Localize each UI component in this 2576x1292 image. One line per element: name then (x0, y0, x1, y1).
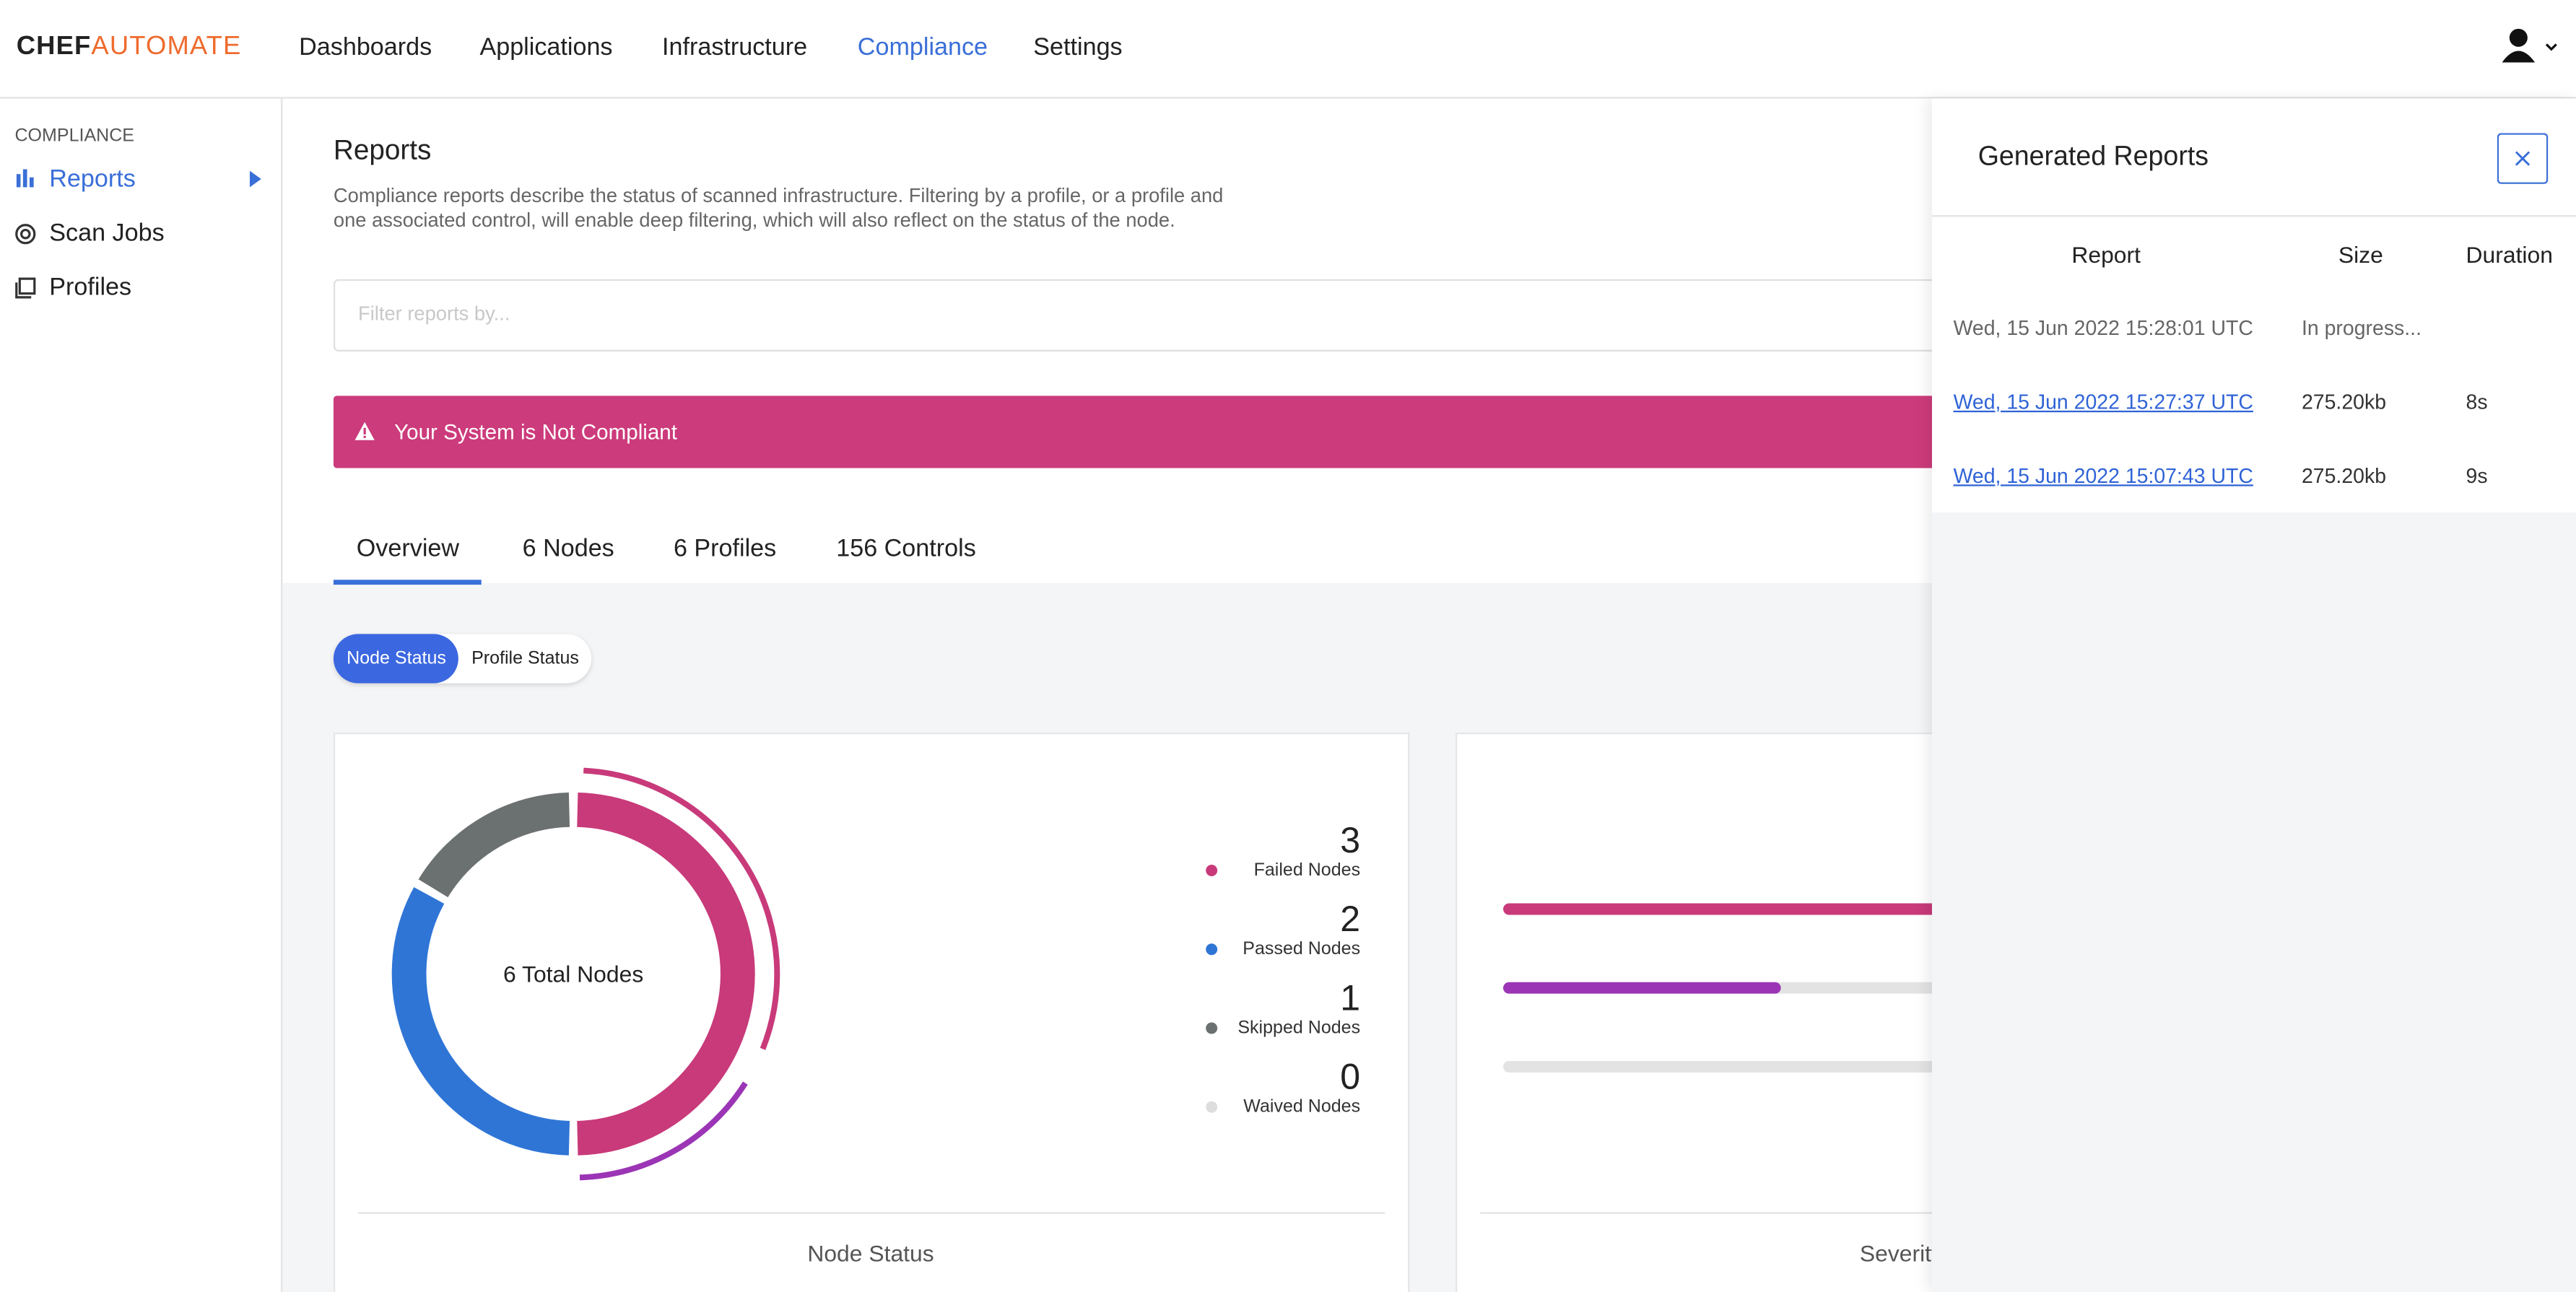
tab[interactable]: 6 Profiles (673, 534, 777, 563)
nav-item[interactable]: Dashboards (299, 33, 432, 62)
legend-label: Passed Nodes (1243, 939, 1361, 959)
alert-text: Your System is Not Compliant (394, 419, 677, 445)
page-description: Compliance reports describe the status o… (333, 183, 1224, 231)
tab[interactable]: 156 Controls (836, 534, 976, 563)
legend-value: 3 (1340, 819, 1361, 861)
toggle-option[interactable]: Profile Status (471, 648, 579, 669)
report-size: 275.20kb (2301, 390, 2387, 414)
legend-dot (1206, 1101, 1218, 1113)
brand-b: AUTOMATE (91, 32, 242, 61)
severity-bar (1503, 982, 1781, 994)
legend-dot (1206, 943, 1218, 956)
legend-value: 2 (1340, 898, 1361, 940)
icon (354, 422, 375, 440)
sidebar (0, 98, 283, 1292)
top-nav (0, 0, 2576, 99)
outer-arc (583, 767, 780, 1050)
report-date: Wed, 15 Jun 2022 15:28:01 UTC (1953, 317, 2253, 341)
filter-input[interactable] (333, 279, 2144, 352)
sidebar-item[interactable]: Scan Jobs (49, 219, 165, 248)
column-header: Duration (2466, 241, 2553, 268)
legend-label: Skipped Nodes (1237, 1018, 1361, 1039)
outer-arc (777, 769, 826, 976)
alert-banner (333, 396, 2141, 468)
tab[interactable]: 6 Nodes (522, 534, 614, 563)
card-footer: Node Status (807, 1240, 934, 1267)
sidebar-item[interactable]: Profiles (49, 273, 132, 302)
donut-segment (577, 793, 755, 1156)
legend-value: 1 (1340, 977, 1361, 1018)
brand-a: CHEF (16, 32, 92, 61)
brand[interactable]: CHEFAUTOMATE (17, 33, 242, 63)
toggle-active (333, 634, 458, 684)
divider (358, 1212, 1385, 1214)
toggle-option[interactable]: Node Status (347, 648, 446, 669)
legend-label: Waived Nodes (1243, 1097, 1361, 1117)
page-title: Reports (333, 134, 432, 166)
outer-arc (579, 1081, 748, 1181)
report-duration: 8s (2466, 390, 2488, 414)
report-duration: 9s (2466, 464, 2488, 488)
sidebar-item[interactable]: Reports (49, 165, 136, 193)
divider (1931, 215, 2576, 217)
icon (15, 224, 36, 245)
tab-underline (333, 580, 482, 585)
legend-value: 0 (1340, 1056, 1361, 1098)
column-header: Size (2338, 241, 2383, 268)
panel-body (1931, 98, 2576, 512)
legend-label: Failed Nodes (1253, 860, 1361, 881)
report-size: 275.20kb (2301, 464, 2387, 488)
column-header: Report (2071, 241, 2141, 268)
close-button[interactable] (2497, 133, 2549, 184)
nav-item[interactable]: Compliance (857, 33, 988, 62)
panel-title: Generated Reports (1977, 141, 2209, 172)
icon (16, 169, 34, 188)
user-menu[interactable] (2497, 26, 2567, 69)
filter-placeholder: Filter reports by... (358, 302, 510, 326)
legend-dot (1206, 865, 1218, 876)
card-footer: Severity (1859, 1240, 1943, 1267)
donut-center-label: 6 Total Nodes (503, 961, 644, 987)
nav-item[interactable]: Infrastructure (662, 33, 808, 62)
donut-segment (391, 887, 570, 1156)
report-size: In progress... (2301, 317, 2421, 341)
tab[interactable]: Overview (356, 534, 460, 563)
sidebar-heading: COMPLIANCE (14, 126, 135, 147)
icon (15, 277, 36, 299)
nav-item[interactable]: Settings (1033, 33, 1123, 62)
donut-segment (418, 793, 570, 898)
icon (249, 170, 261, 188)
nav-item[interactable]: Applications (479, 33, 613, 62)
legend-dot (1206, 1022, 1218, 1034)
report-link[interactable]: Wed, 15 Jun 2022 15:27:37 UTC (1953, 390, 2253, 414)
donut-chart (391, 767, 826, 1181)
report-link[interactable]: Wed, 15 Jun 2022 15:07:43 UTC (1953, 464, 2253, 488)
